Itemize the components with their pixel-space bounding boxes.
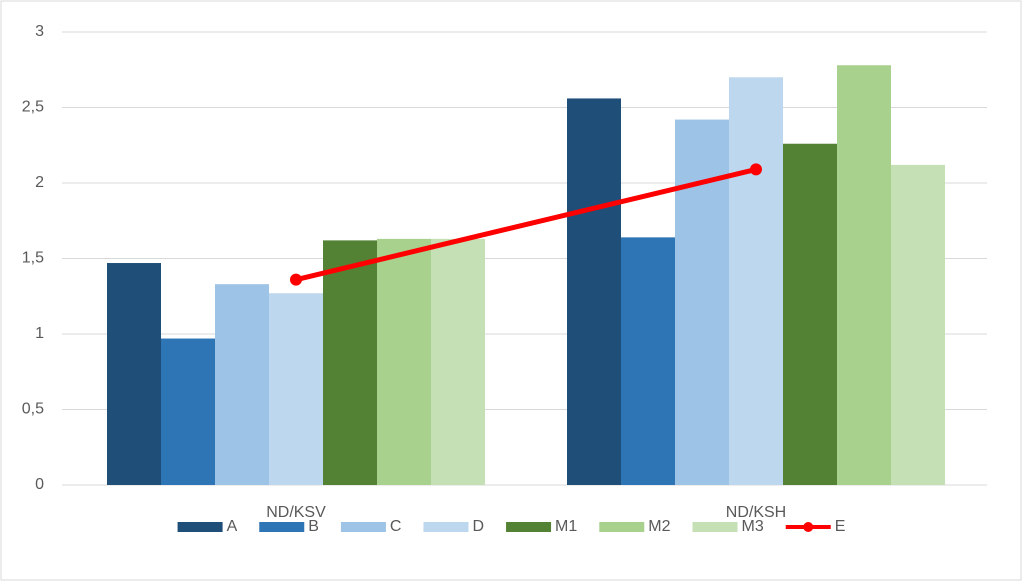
bar bbox=[431, 238, 485, 485]
legend-label: M1 bbox=[555, 518, 577, 535]
y-tick-label: 1,5 bbox=[22, 250, 44, 267]
bar bbox=[269, 293, 323, 485]
line-marker bbox=[290, 273, 302, 286]
legend-label: M3 bbox=[742, 518, 764, 535]
legend-swatch bbox=[506, 522, 552, 532]
bar bbox=[837, 65, 891, 485]
bar bbox=[621, 237, 675, 485]
legend-swatch bbox=[423, 522, 469, 532]
legend-swatch bbox=[340, 522, 386, 532]
y-tick-label: 2 bbox=[35, 174, 44, 191]
legend-swatch bbox=[692, 522, 738, 532]
legend-label: C bbox=[390, 518, 402, 535]
legend-label: E bbox=[835, 518, 846, 535]
legend-swatch bbox=[599, 522, 645, 532]
y-tick-label: 0 bbox=[35, 476, 44, 493]
line-marker bbox=[750, 163, 762, 176]
y-tick-label: 1 bbox=[35, 325, 44, 342]
legend-swatch-marker bbox=[803, 522, 814, 532]
legend-label: D bbox=[472, 518, 484, 535]
bar bbox=[377, 238, 431, 485]
y-tick-label: 2,5 bbox=[22, 99, 44, 116]
legend-swatch bbox=[259, 522, 305, 532]
legend-label: A bbox=[227, 518, 238, 535]
bar bbox=[567, 98, 621, 485]
y-tick-label: 3 bbox=[35, 23, 44, 40]
bar bbox=[323, 240, 377, 485]
x-tick-label: ND/KSV bbox=[266, 504, 326, 521]
bar bbox=[729, 77, 783, 486]
x-tick-label: ND/KSH bbox=[726, 504, 786, 521]
legend-label: B bbox=[308, 518, 319, 535]
bar bbox=[107, 263, 161, 485]
legend-swatch bbox=[177, 522, 223, 532]
bar bbox=[161, 338, 215, 485]
line-series bbox=[295, 166, 757, 283]
bar bbox=[891, 164, 945, 485]
legend-label: M2 bbox=[648, 518, 670, 535]
bar bbox=[675, 119, 729, 485]
bar bbox=[783, 143, 837, 486]
bar bbox=[215, 284, 269, 485]
y-tick-label: 0,5 bbox=[22, 401, 44, 418]
